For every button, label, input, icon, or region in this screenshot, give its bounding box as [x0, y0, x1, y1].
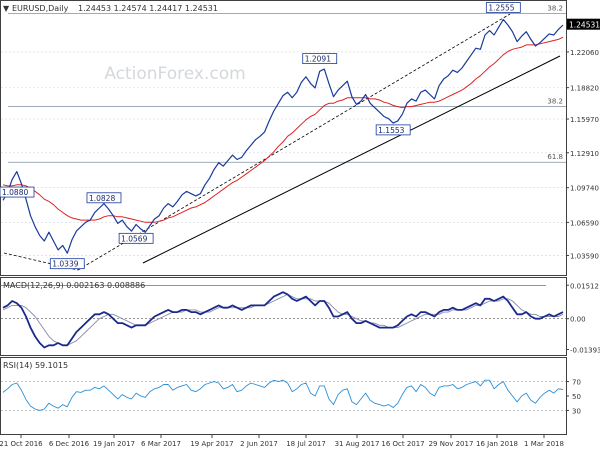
fibonacci-levels: 38.2 38.2 61.8: [8, 4, 566, 163]
price-tick-label: 1.09740: [570, 185, 599, 193]
macd-title: MACD(12,26,9) 0.002163 0.008886: [3, 281, 145, 290]
chart-ohlc: 1.24453 1.24574 1.24417 1.24531: [78, 4, 218, 13]
trend-lines: [3, 13, 561, 271]
price-annotation-label: 1.2091: [305, 55, 331, 64]
channel-trendline: [77, 13, 511, 271]
macd-line: [2, 291, 564, 349]
support-trendline: [142, 55, 561, 264]
price-annotation-box: [49, 258, 85, 270]
x-tick-label: 16 Jan 2018: [476, 440, 518, 448]
rsi-plot: [1, 379, 566, 411]
last-price-label: 1.24531: [569, 21, 600, 30]
rsi-tick-label: 70: [572, 379, 581, 387]
price-panel-frame: [0, 0, 567, 276]
x-tick-label: 6 Mar 2017: [141, 440, 181, 448]
rsi-line: [2, 379, 564, 411]
price-tick-label: 1.22060: [570, 49, 599, 57]
macd-panel-frame: [0, 277, 567, 356]
price-annotation-box: [118, 232, 154, 244]
x-tick-label: 6 Dec 2016: [49, 440, 90, 448]
ema-line: [2, 36, 564, 223]
descent-trendline: [3, 252, 79, 271]
macd-tick-label: 0.00: [570, 316, 586, 324]
price-line: [2, 18, 564, 254]
macd-y-axis: 0.01512 0.00 -0.01393: [566, 282, 600, 355]
price-tick-label: 1.06590: [570, 219, 599, 227]
x-tick-label: 16 Oct 2017: [381, 440, 424, 448]
price-tick-label: 1.12910: [570, 150, 599, 158]
price-annotation-label: 1.1553: [378, 126, 404, 135]
last-price-tag: [567, 18, 600, 30]
x-tick-label: 29 Nov 2017: [429, 440, 474, 448]
price-annotation-label: 1.0880: [2, 188, 28, 197]
x-axis: 21 Oct 2016 6 Dec 2016 19 Jan 2017 6 Mar 20…: [0, 434, 564, 448]
price-annotation-label: 1.2555: [488, 3, 514, 12]
symbol-dropdown-icon[interactable]: ▼: [3, 4, 10, 13]
rsi-tick-label: 50: [572, 393, 581, 401]
x-tick-label: 2 Jun 2017: [240, 440, 278, 448]
price-annotation-box: [375, 124, 411, 136]
macd-plot: [1, 284, 566, 349]
price-annotation-label: 1.0569: [121, 234, 147, 243]
x-tick-label: 19 Jan 2017: [93, 440, 135, 448]
chart-symbol: EURUSD,Daily: [12, 4, 69, 13]
x-tick-label: 31 Aug 2017: [335, 440, 380, 448]
x-tick-label: 1 Mar 2018: [524, 440, 564, 448]
price-annotation-box: [86, 192, 122, 204]
price-y-axis: 1.24531 1.22060 1.18820 1.15970 1.12910 1.097…: [566, 18, 600, 260]
price-annotation-box: [302, 53, 338, 65]
x-tick-label: 19 Apr 2017: [190, 440, 233, 448]
fib-label: 61.8: [547, 153, 563, 161]
price-tick-label: 1.15970: [570, 116, 599, 124]
x-tick-label: 21 Oct 2016: [0, 440, 43, 448]
fib-label: 38.2: [547, 98, 563, 106]
price-annotation-box: [485, 2, 521, 13]
rsi-title: RSI(14) 59.1015: [3, 361, 68, 370]
price-annotations: 1.0880 1.0828 1.0569 1.0339 1.2091 1.1553 1.25…: [0, 2, 521, 270]
macd-tick-label: -0.01393: [570, 347, 600, 355]
fib-label: 38.2: [547, 4, 563, 12]
rsi-tick-label: 30: [572, 407, 581, 415]
price-annotation-box: [0, 186, 35, 198]
price-series: [2, 18, 564, 254]
macd-tick-label: 0.01512: [570, 282, 599, 290]
price-annotation-label: 1.0339: [52, 260, 78, 269]
watermark: ActionForex.com: [104, 64, 245, 84]
rsi-panel-frame: [0, 357, 567, 435]
price-tick-label: 1.03590: [570, 252, 599, 260]
macd-signal-line: [2, 293, 564, 346]
price-tick-label: 1.18820: [570, 85, 599, 93]
x-tick-label: 18 Jul 2017: [286, 440, 326, 448]
price-annotation-label: 1.0828: [89, 194, 115, 203]
rsi-y-axis: 70 50 30: [566, 379, 581, 415]
